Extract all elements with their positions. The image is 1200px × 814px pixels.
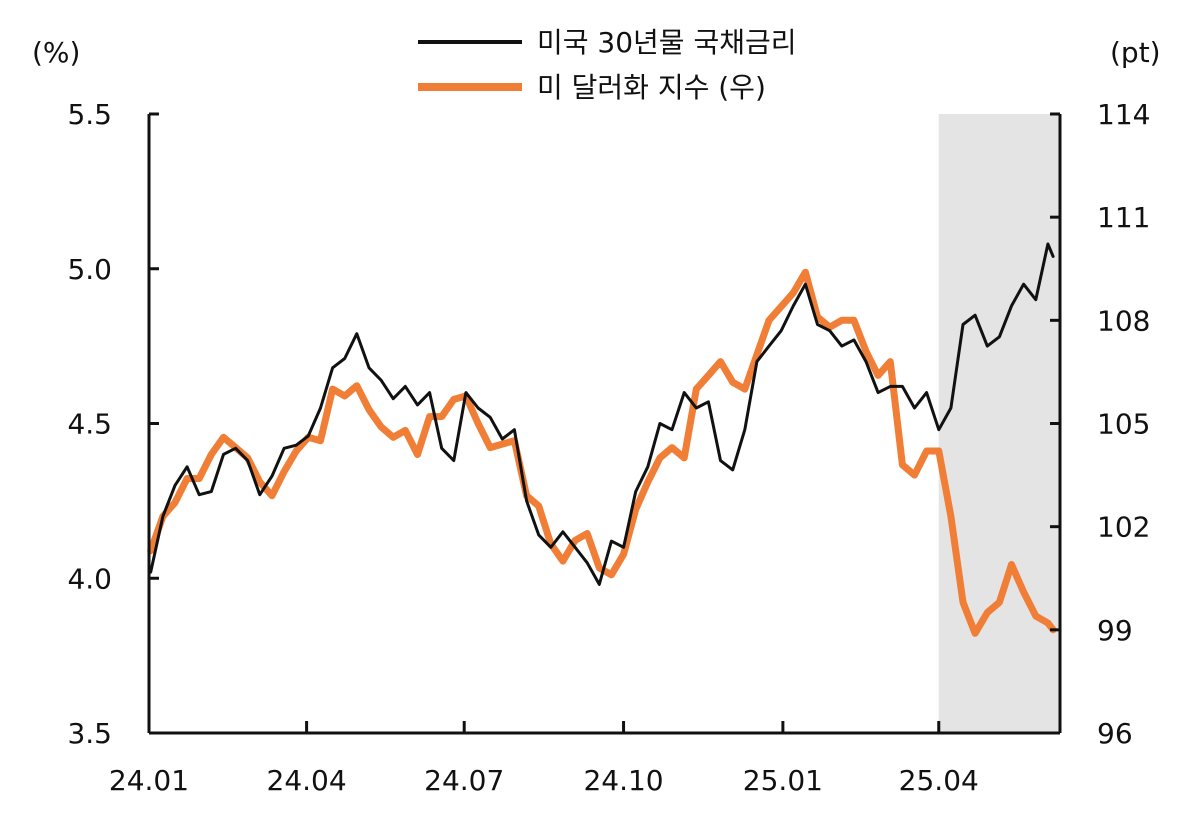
right-tick-label: 105 [1097, 408, 1150, 441]
x-tick-label: 24.07 [424, 764, 504, 797]
right-axis-unit: (pt) [1110, 36, 1161, 69]
right-tick-label: 99 [1097, 614, 1133, 647]
x-tick-label: 24.01 [109, 764, 189, 797]
left-tick-label: 5.0 [67, 253, 112, 286]
legend-label-treasury-30y: 미국 30년물 국채금리 [537, 26, 797, 59]
chart-marks [147, 242, 1057, 637]
chart-axes [147, 112, 1062, 735]
series-line-treasury-30y [149, 242, 1055, 586]
left-tick-label: 3.5 [67, 717, 112, 750]
right-tick-label: 102 [1097, 511, 1150, 544]
x-tick-label: 25.01 [743, 764, 823, 797]
legend: 미국 30년물 국채금리 미 달러화 지수 (우) [418, 26, 797, 104]
series-line-dollar-index [147, 268, 1057, 637]
left-axis-unit: (%) [32, 36, 80, 69]
x-tick-label: 24.10 [583, 764, 663, 797]
x-tick-label: 25.04 [899, 764, 979, 797]
shaded-region [938, 114, 1060, 733]
right-tick-label: 114 [1097, 98, 1150, 131]
right-tick-label: 111 [1097, 201, 1150, 234]
left-tick-label: 4.0 [67, 562, 112, 595]
legend-label-dollar-index: 미 달러화 지수 (우) [537, 71, 766, 104]
left-tick-label: 5.5 [67, 98, 112, 131]
left-tick-label: 4.5 [67, 408, 112, 441]
chart-tick-labels: 3.5 4.0 4.5 5.0 5.5 96 99 102 105 108 111 114 24.01 2… [67, 98, 1150, 797]
right-tick-label: 96 [1097, 717, 1133, 750]
x-tick-label: 24.04 [267, 764, 347, 797]
right-tick-label: 108 [1097, 304, 1150, 337]
